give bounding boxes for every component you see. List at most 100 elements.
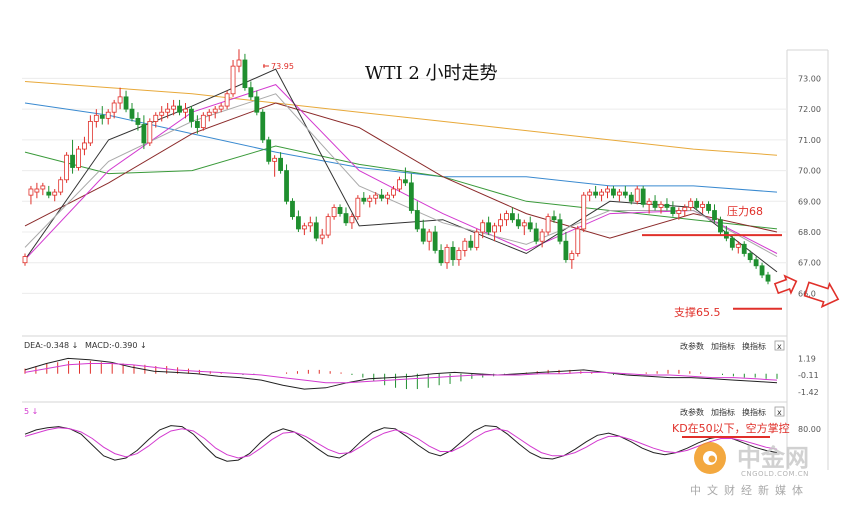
macd-change-params-button[interactable]: 改参数 [680,341,704,351]
candle-body [147,121,153,144]
candle-body [634,188,640,202]
candle-body [260,111,266,141]
macd-axis: 1.19 -0.11 -1.42 [798,355,819,397]
candle-body [272,157,278,162]
candle-body [397,179,402,190]
candle-body [420,228,426,242]
candle-body [622,191,628,196]
kd-buttons: 改参数 加指标 换指标 x [680,406,785,417]
candle-body [551,216,557,221]
price-tick-label: 70.00 [798,167,821,176]
candle-body [676,210,682,214]
price-tick-label: 69.00 [798,197,821,206]
candle-body [183,108,188,113]
kd-lines [24,425,778,462]
candle-body [28,188,34,196]
kd-add-indicator-button[interactable]: 加指标 [711,407,735,417]
ma-line-0 [24,81,778,156]
candle-body [486,222,492,233]
candle-body [706,203,711,211]
peak-label: 73.95 [271,62,294,71]
candle-body [617,191,622,196]
macd-dea-line [24,363,778,384]
candle-body [640,188,646,205]
candle-body [575,228,581,254]
price-tick-label: 66.0 [798,289,816,298]
candle-body [670,207,676,214]
candle-body [64,154,70,181]
candle-body [129,108,135,119]
candle-body [587,191,593,196]
candle-body [438,250,444,264]
price-tick-label: 72.00 [798,105,821,114]
candle-body [759,265,765,276]
kd-legend: 5 ↓ [24,407,38,416]
candle-body [456,250,462,261]
candle-body [444,246,450,264]
watermark-tagline: 中文财经新媒体 [690,483,809,497]
candle-body [729,237,735,248]
candlesticks [22,49,771,285]
candle-body [385,194,390,199]
candle-body [593,191,599,196]
candle-body [462,240,468,251]
candle-body [646,200,652,205]
candle-body [545,216,551,233]
candle-body [563,240,569,261]
macd-switch-indicator-button[interactable]: 换指标 [742,341,766,351]
candle-body [510,213,515,221]
candle-body [331,207,337,218]
candle-body [682,207,688,211]
macd-add-indicator-button[interactable]: 加指标 [711,341,735,351]
macd-lines [24,357,778,390]
candle-body [468,240,474,248]
candle-body [307,222,313,227]
kd-close-button[interactable] [774,406,785,417]
candle-body [432,231,438,251]
kd-tick-label: 80.00 [798,425,821,434]
macd-dif-line [24,357,778,390]
macd-close-icon: x [777,342,782,351]
candle-body [236,59,242,67]
kd-switch-indicator-button[interactable]: 换指标 [742,407,766,417]
watermark: 中金网 CNGOLD.COM.CN 中文财经新媒体 [690,442,809,497]
price-tick-label: 71.00 [798,136,821,145]
macd-close-button[interactable] [774,340,785,351]
down-arrow-small [773,274,798,295]
candle-body [325,216,331,236]
candle-body [52,191,58,196]
candle-body [355,197,361,218]
price-axis: 73.00 72.00 71.00 70.00 69.00 68.00 67.00 66.0 [798,74,821,298]
candle-body [105,111,111,119]
watermark-domain: CNGOLD.COM.CN [741,470,809,478]
candle-body [189,108,194,122]
candle-body [76,148,81,168]
chart-title: WTI 2 小时走势 [365,63,498,84]
candle-body [504,213,509,221]
candle-body [230,65,236,95]
candle-body [474,231,480,248]
candle-body [313,222,319,239]
watermark-brand: 中金网 [737,444,809,472]
candle-body [290,200,295,218]
candle-body [242,59,248,89]
macd-tick-label: -0.11 [798,371,819,380]
kd-change-params-button[interactable]: 改参数 [680,407,704,417]
candle-body [165,108,171,113]
candle-body [34,188,40,193]
candle-body [99,114,105,119]
macd-macd-legend: MACD:-0.390 ↓ [85,341,147,350]
candle-body [557,219,563,242]
peak-marker: 73.95 [263,62,294,71]
price-tick-label: 68.00 [798,228,821,237]
candle-body [337,207,343,214]
ma-line-2 [24,145,778,230]
candle-body [605,188,610,193]
candle-body [373,194,379,199]
candle-body [159,111,165,116]
price-tick-label: 73.00 [798,74,821,83]
kd-k-line [24,425,778,462]
candle-body [712,210,717,221]
candle-body [212,108,218,113]
